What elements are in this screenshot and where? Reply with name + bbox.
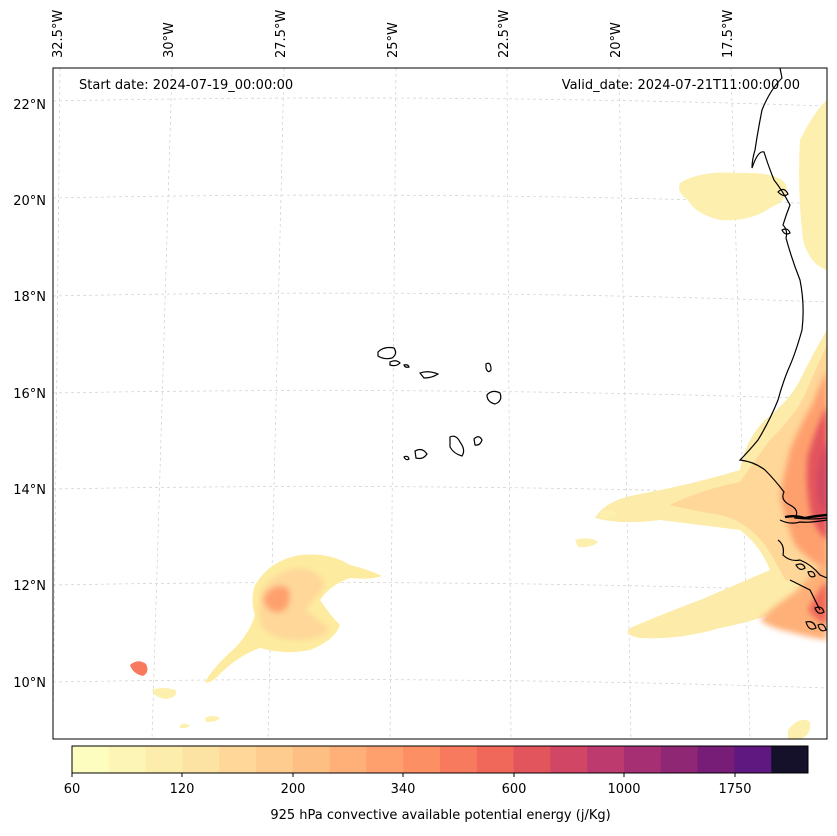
island-boa-vista [486, 390, 502, 405]
colorbar-tick: 1750 [718, 782, 752, 797]
cape-verde-islands [377, 346, 502, 461]
colorbar-swatch [440, 746, 478, 773]
cape-patch-small-2 [600, 510, 618, 518]
island-fogo [414, 448, 428, 460]
island-santa-luzia [403, 364, 410, 368]
start-date-label: Start date: 2024-07-19_00:00:00 [79, 78, 294, 93]
map-background [53, 68, 827, 739]
colorbar-swatch [624, 746, 662, 773]
colorbar-swatch [697, 746, 735, 773]
cape-region-southwest-core [264, 586, 290, 613]
lat-label-14n: 14°N [13, 483, 46, 498]
lat-label-18n: 18°N [13, 290, 46, 305]
cape-region-southwest-mid [258, 568, 330, 641]
lon-label-30w: 30°W [162, 22, 177, 58]
lon-label-32-5w: 32.5°W [51, 9, 66, 58]
valid-date-label: Valid_date: 2024-07-21T11:00:00.00 [561, 78, 800, 93]
colorbar-swatch [734, 746, 772, 773]
colorbar-tick: 200 [280, 782, 306, 797]
coast-islands-bijagos-2 [807, 570, 816, 578]
island-santo-antao [377, 346, 397, 360]
lat-label-10n: 10°N [13, 676, 46, 691]
lat-label-22n: 22°N [13, 98, 46, 113]
colorbar [71, 745, 809, 777]
colorbar-tick: 120 [169, 782, 195, 797]
colorbar-swatch [329, 746, 367, 773]
latitude-gridlines [53, 97, 827, 689]
lat-label-20n: 20°N [13, 194, 46, 209]
colorbar-swatch [292, 746, 331, 773]
gambia-river-mouth [784, 513, 827, 520]
colorbar-swatch [145, 746, 183, 773]
colorbar-swatch [660, 746, 699, 773]
cape-region-guinea-inner [808, 580, 827, 625]
island-brava [403, 455, 410, 461]
lat-label-16n: 16°N [13, 387, 46, 402]
colorbar-swatch [587, 746, 625, 773]
colorbar-swatch [366, 746, 404, 773]
cape-region-guinea [760, 560, 827, 640]
lon-label-22-5w: 22.5°W [497, 9, 512, 58]
island-santiago [449, 435, 465, 457]
coast-gambia-south [779, 519, 827, 524]
coast-islands-guinea-1 [814, 606, 825, 614]
cape-patch-west-3 [205, 716, 220, 723]
colorbar-tick: 1000 [607, 782, 641, 797]
colorbar-swatch [219, 746, 257, 773]
cape-patch-small-1 [575, 538, 598, 548]
colorbar-tick: 600 [501, 782, 527, 797]
colorbar-swatch [550, 746, 588, 773]
lon-label-20w: 20°W [609, 22, 624, 58]
colorbar-tick: 340 [390, 782, 416, 797]
cape-region-senegal-mid [670, 345, 827, 590]
colorbar-swatch [256, 746, 294, 773]
cape-patch-west-2 [152, 688, 177, 699]
colorbar-swatch [72, 746, 110, 773]
coast-islands-bijagos-1 [795, 563, 806, 571]
island-sao-vicente [389, 360, 401, 367]
coast-guinea [789, 579, 821, 611]
coastlines [738, 68, 827, 632]
colorbar-label: 925 hPa convective available potential e… [270, 808, 611, 823]
colorbar-swatch [403, 746, 441, 773]
colorbar-swatch [476, 746, 515, 773]
colorbar-swatch [513, 746, 551, 773]
coast-guinea-bissau [777, 539, 827, 579]
coast-islands-north-1 [777, 188, 789, 197]
map-border [52, 67, 828, 740]
colorbar-swatch [182, 746, 220, 773]
cape-region-northeast-edge [799, 100, 827, 270]
island-sal [485, 362, 492, 373]
coast-islands-guinea-2 [805, 621, 817, 630]
cape-region-north [679, 172, 787, 221]
west-africa-coastline [738, 68, 827, 520]
lon-label-25w: 25°W [386, 22, 401, 58]
lon-label-27-5w: 27.5°W [274, 9, 289, 58]
colorbar-swatch [108, 746, 147, 773]
colorbar-swatch [771, 746, 809, 773]
cape-patch-west-1 [130, 661, 148, 676]
cape-patch-south-edge [788, 719, 811, 739]
lon-label-17-5w: 17.5°W [721, 9, 736, 58]
lat-label-12n: 12°N [13, 579, 46, 594]
cape-field [130, 100, 827, 739]
island-maio [473, 436, 483, 446]
cape-patch-west-4 [180, 723, 190, 729]
coast-islands-north-2 [781, 228, 791, 235]
island-sao-nicolau [419, 371, 440, 379]
cape-region-senegal-outer [595, 330, 827, 639]
coast-islands-guinea-3 [817, 623, 827, 632]
cape-region-senegal-peak [817, 440, 827, 520]
colorbar-border [71, 745, 809, 774]
colorbar-tick: 60 [63, 782, 81, 797]
